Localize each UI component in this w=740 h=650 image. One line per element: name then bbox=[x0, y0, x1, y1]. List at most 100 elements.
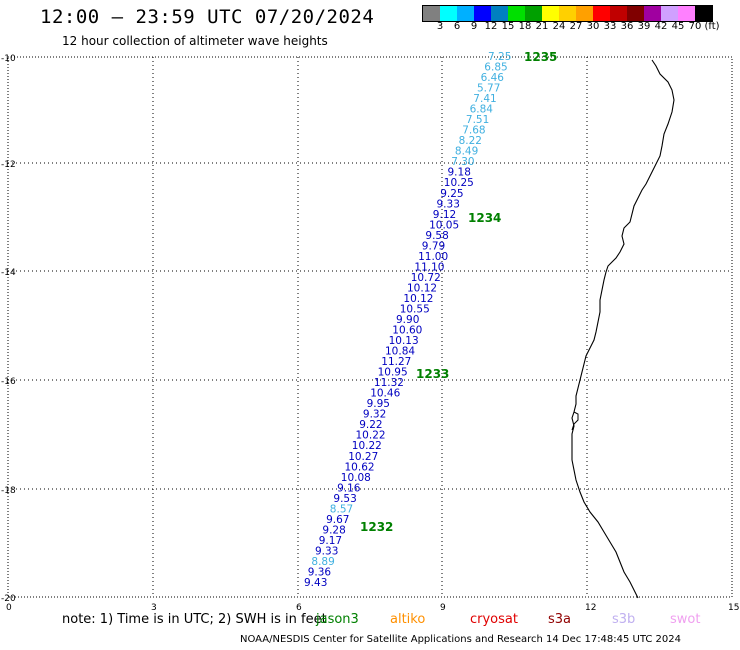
wave-height-value: 10.62 bbox=[345, 461, 375, 473]
color-legend-label: 45 bbox=[671, 21, 685, 32]
wave-height-value: 8.57 bbox=[330, 503, 353, 515]
color-legend-label: 33 bbox=[603, 21, 617, 32]
color-legend-label: 36 bbox=[620, 21, 634, 32]
color-legend-bar bbox=[422, 5, 713, 22]
wave-height-value: 9.12 bbox=[433, 209, 456, 221]
wave-height-value: 11.00 bbox=[418, 251, 448, 263]
satellite-label-s3b: s3b bbox=[612, 612, 636, 627]
pass-number: 1235 bbox=[524, 50, 557, 64]
color-swatch bbox=[525, 6, 542, 21]
wave-height-value: 9.17 bbox=[319, 535, 342, 547]
color-swatch bbox=[440, 6, 457, 21]
wave-height-value: 7.68 bbox=[462, 125, 485, 137]
wave-height-value: 9.25 bbox=[440, 188, 463, 200]
map-grid bbox=[7, 56, 733, 598]
map-title: 12:00 – 23:59 UTC 07/20/2024 bbox=[40, 6, 375, 28]
wave-height-value: 10.12 bbox=[403, 293, 433, 305]
color-swatch bbox=[695, 6, 712, 21]
wave-height-value: 7.51 bbox=[466, 114, 489, 126]
color-legend-label: 42 bbox=[654, 21, 668, 32]
wave-height-value: 9.79 bbox=[422, 240, 445, 252]
wave-height-value: 9.33 bbox=[315, 545, 338, 557]
satellite-label-altiko: altiko bbox=[390, 612, 426, 627]
color-legend-label: 3 bbox=[436, 21, 444, 32]
wave-height-value: 7.25 bbox=[488, 51, 511, 63]
wave-height-value: 10.46 bbox=[370, 388, 400, 400]
color-legend-label: 30 bbox=[586, 21, 600, 32]
lon-tick-label: 9 bbox=[440, 603, 446, 613]
color-swatch bbox=[610, 6, 627, 21]
wave-height-value: 9.58 bbox=[425, 230, 448, 242]
color-swatch bbox=[542, 6, 559, 21]
lon-tick-label: 15 bbox=[728, 603, 739, 613]
color-legend-label: 27 bbox=[569, 21, 583, 32]
color-legend-label: 70 bbox=[688, 21, 702, 32]
wave-height-value: 6.84 bbox=[470, 104, 494, 116]
wave-height-value: 9.33 bbox=[437, 198, 460, 210]
pass-number: 1233 bbox=[416, 367, 449, 381]
lat-tick-label: -16 bbox=[1, 377, 16, 387]
lon-tick-label: 3 bbox=[151, 603, 157, 613]
footnote: note: 1) Time is in UTC; 2) SWH is in fe… bbox=[62, 612, 327, 627]
wave-height-value: 10.84 bbox=[385, 346, 415, 358]
map-frame bbox=[7, 56, 733, 598]
wave-height-value: 8.89 bbox=[311, 556, 334, 568]
color-swatch bbox=[474, 6, 491, 21]
coastline bbox=[571, 59, 675, 599]
pass-number: 1232 bbox=[360, 520, 393, 534]
wave-height-value: 8.49 bbox=[455, 146, 478, 158]
lon-tick-label: 12 bbox=[585, 603, 596, 613]
lat-tick-label: -20 bbox=[1, 594, 16, 604]
wave-height-value: 10.27 bbox=[348, 451, 378, 463]
map-subtitle: 12 hour collection of altimeter wave hei… bbox=[62, 34, 328, 48]
wave-height-value: 7.41 bbox=[473, 93, 496, 105]
wave-height-value: 10.08 bbox=[341, 472, 371, 484]
lon-tick-label: 0 bbox=[6, 603, 12, 613]
lat-lon-labels: -10 -12 -14 -16 -18 -200 3 6 9 12 15 bbox=[1, 54, 739, 613]
wave-height-value: 9.16 bbox=[337, 482, 361, 494]
color-legend-label: 21 bbox=[535, 21, 549, 32]
wave-height-value: 9.53 bbox=[333, 493, 356, 505]
wave-height-value: 10.25 bbox=[444, 177, 474, 189]
satellite-label-swot: swot bbox=[670, 612, 701, 627]
color-swatch bbox=[593, 6, 610, 21]
wave-height-value: 11.32 bbox=[374, 377, 404, 389]
wave-height-value: 6.85 bbox=[484, 62, 507, 74]
color-legend-label: (ft) bbox=[704, 21, 720, 32]
credit-footer: NOAA/NESDIS Center for Satellite Applica… bbox=[240, 634, 682, 645]
satellite-label-s3a: s3a bbox=[548, 612, 572, 627]
wave-height-value: 8.22 bbox=[459, 135, 482, 147]
color-swatch bbox=[457, 6, 474, 21]
color-swatch bbox=[678, 6, 695, 21]
wave-height-value: 11.27 bbox=[381, 356, 411, 368]
wave-height-value: 11.10 bbox=[414, 261, 444, 273]
color-swatch bbox=[423, 6, 440, 21]
wave-height-value: 9.18 bbox=[448, 167, 471, 179]
lat-tick-label: -18 bbox=[1, 486, 16, 496]
lon-tick-label: 6 bbox=[296, 603, 302, 613]
color-legend-label: 6 bbox=[453, 21, 461, 32]
color-legend-label: 12 bbox=[484, 21, 498, 32]
wave-height-value: 9.90 bbox=[396, 314, 419, 326]
coast-inlet bbox=[571, 411, 579, 431]
wave-height-value: 6.46 bbox=[481, 72, 505, 84]
color-swatch bbox=[576, 6, 593, 21]
wave-height-value: 9.22 bbox=[359, 419, 382, 431]
wave-height-labels: 7.256.856.465.777.416.847.517.688.228.49… bbox=[304, 51, 511, 589]
color-swatch bbox=[491, 6, 508, 21]
pass-number-labels: 1235 1234 1233 1232 bbox=[360, 50, 557, 534]
wave-height-value: 9.67 bbox=[326, 514, 349, 526]
wave-height-value: 9.95 bbox=[367, 398, 390, 410]
color-legend-label: 18 bbox=[518, 21, 532, 32]
wave-height-value: 10.12 bbox=[407, 282, 437, 294]
wave-height-value: 9.43 bbox=[304, 577, 327, 589]
wave-height-value: 7.30 bbox=[451, 156, 474, 168]
wave-height-value: 10.95 bbox=[378, 367, 408, 379]
satellite-label-cryosat: cryosat bbox=[470, 612, 518, 627]
wave-height-value: 9.32 bbox=[363, 409, 386, 421]
wave-height-value: 10.60 bbox=[392, 325, 422, 337]
wave-height-value: 5.77 bbox=[477, 83, 500, 95]
color-legend-label: 15 bbox=[501, 21, 515, 32]
color-swatch bbox=[661, 6, 678, 21]
wave-height-value: 10.13 bbox=[389, 335, 419, 347]
